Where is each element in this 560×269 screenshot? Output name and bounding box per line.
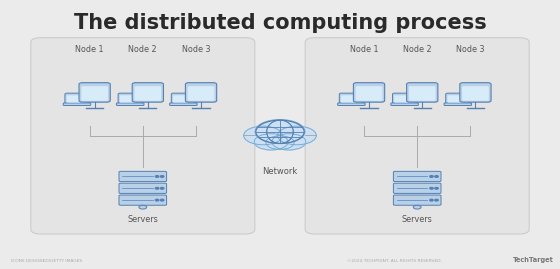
- FancyBboxPatch shape: [462, 86, 489, 101]
- FancyBboxPatch shape: [171, 93, 195, 104]
- FancyBboxPatch shape: [81, 86, 108, 101]
- FancyBboxPatch shape: [65, 93, 89, 104]
- FancyBboxPatch shape: [409, 86, 436, 101]
- Text: TechTarget: TechTarget: [512, 257, 553, 263]
- Circle shape: [413, 205, 421, 209]
- Text: Network: Network: [263, 167, 297, 176]
- Circle shape: [254, 134, 288, 150]
- Circle shape: [435, 199, 438, 201]
- FancyBboxPatch shape: [67, 95, 87, 102]
- Circle shape: [430, 176, 433, 177]
- Circle shape: [160, 176, 164, 177]
- Circle shape: [155, 187, 159, 189]
- Circle shape: [244, 126, 282, 145]
- Circle shape: [139, 205, 147, 209]
- Circle shape: [435, 187, 438, 189]
- FancyBboxPatch shape: [393, 195, 441, 205]
- FancyBboxPatch shape: [394, 95, 415, 102]
- Text: Node 3: Node 3: [182, 45, 210, 54]
- FancyBboxPatch shape: [79, 83, 110, 102]
- Text: ICONS DESIGNED/GETTY IMAGES: ICONS DESIGNED/GETTY IMAGES: [11, 259, 82, 263]
- Circle shape: [155, 176, 159, 177]
- Circle shape: [278, 126, 316, 145]
- FancyBboxPatch shape: [119, 183, 167, 193]
- FancyBboxPatch shape: [134, 86, 161, 101]
- FancyBboxPatch shape: [132, 83, 164, 102]
- FancyBboxPatch shape: [460, 83, 491, 102]
- Circle shape: [266, 136, 294, 149]
- FancyBboxPatch shape: [120, 95, 141, 102]
- Circle shape: [272, 134, 306, 150]
- Text: Node 2: Node 2: [403, 45, 432, 54]
- Circle shape: [160, 199, 164, 201]
- FancyBboxPatch shape: [341, 95, 362, 102]
- FancyBboxPatch shape: [119, 195, 167, 205]
- FancyBboxPatch shape: [305, 38, 529, 234]
- FancyBboxPatch shape: [391, 103, 418, 105]
- FancyBboxPatch shape: [447, 95, 468, 102]
- Circle shape: [430, 187, 433, 189]
- FancyBboxPatch shape: [63, 103, 91, 105]
- FancyBboxPatch shape: [339, 93, 363, 104]
- FancyBboxPatch shape: [393, 183, 441, 193]
- FancyBboxPatch shape: [393, 93, 417, 104]
- Circle shape: [435, 176, 438, 177]
- FancyBboxPatch shape: [173, 95, 194, 102]
- Circle shape: [255, 120, 305, 144]
- Text: The distributed computing process: The distributed computing process: [73, 13, 487, 33]
- FancyBboxPatch shape: [185, 83, 217, 102]
- FancyBboxPatch shape: [353, 83, 385, 102]
- Text: ©2024 TECHPOINT. ALL RIGHTS RESERVED.: ©2024 TECHPOINT. ALL RIGHTS RESERVED.: [347, 259, 442, 263]
- FancyBboxPatch shape: [118, 93, 142, 104]
- Circle shape: [155, 199, 159, 201]
- FancyBboxPatch shape: [188, 86, 214, 101]
- FancyBboxPatch shape: [393, 171, 441, 182]
- Circle shape: [160, 187, 164, 189]
- FancyBboxPatch shape: [407, 83, 438, 102]
- FancyBboxPatch shape: [338, 103, 365, 105]
- FancyBboxPatch shape: [446, 93, 470, 104]
- FancyBboxPatch shape: [31, 38, 255, 234]
- FancyBboxPatch shape: [170, 103, 197, 105]
- Text: Servers: Servers: [128, 215, 158, 224]
- Circle shape: [430, 199, 433, 201]
- FancyBboxPatch shape: [356, 86, 382, 101]
- Text: Node 1: Node 1: [76, 45, 104, 54]
- FancyBboxPatch shape: [119, 171, 167, 182]
- Text: Servers: Servers: [402, 215, 432, 224]
- Text: Node 2: Node 2: [128, 45, 157, 54]
- FancyBboxPatch shape: [116, 103, 144, 105]
- Text: Node 3: Node 3: [456, 45, 484, 54]
- FancyBboxPatch shape: [444, 103, 472, 105]
- Text: Node 1: Node 1: [350, 45, 378, 54]
